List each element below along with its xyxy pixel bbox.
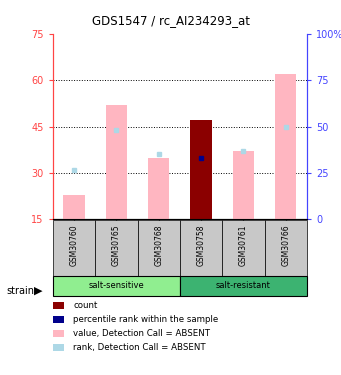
Bar	[53, 276, 180, 296]
Text: percentile rank within the sample: percentile rank within the sample	[73, 315, 219, 324]
Bar	[95, 220, 137, 276]
Text: GSM30761: GSM30761	[239, 225, 248, 266]
Text: strain: strain	[7, 286, 35, 296]
Text: GSM30760: GSM30760	[70, 225, 78, 266]
Text: GSM30766: GSM30766	[281, 225, 290, 266]
Bar	[180, 220, 222, 276]
Bar	[275, 74, 296, 219]
Bar	[148, 158, 169, 219]
Text: salt-sensitive: salt-sensitive	[89, 281, 144, 290]
Bar	[53, 220, 95, 276]
Text: rank, Detection Call = ABSENT: rank, Detection Call = ABSENT	[73, 343, 206, 352]
Text: ▶: ▶	[34, 286, 43, 296]
Text: GSM30758: GSM30758	[196, 225, 206, 266]
Bar	[106, 105, 127, 219]
Text: count: count	[73, 301, 98, 310]
Bar	[191, 120, 212, 219]
Bar	[265, 220, 307, 276]
Text: GDS1547 / rc_AI234293_at: GDS1547 / rc_AI234293_at	[91, 14, 250, 27]
Bar	[137, 220, 180, 276]
Bar	[222, 220, 265, 276]
Bar	[233, 151, 254, 219]
Text: GSM30765: GSM30765	[112, 225, 121, 266]
Bar	[180, 276, 307, 296]
Text: salt-resistant: salt-resistant	[216, 281, 271, 290]
Bar	[63, 195, 85, 219]
Text: value, Detection Call = ABSENT: value, Detection Call = ABSENT	[73, 329, 210, 338]
Text: GSM30768: GSM30768	[154, 225, 163, 266]
